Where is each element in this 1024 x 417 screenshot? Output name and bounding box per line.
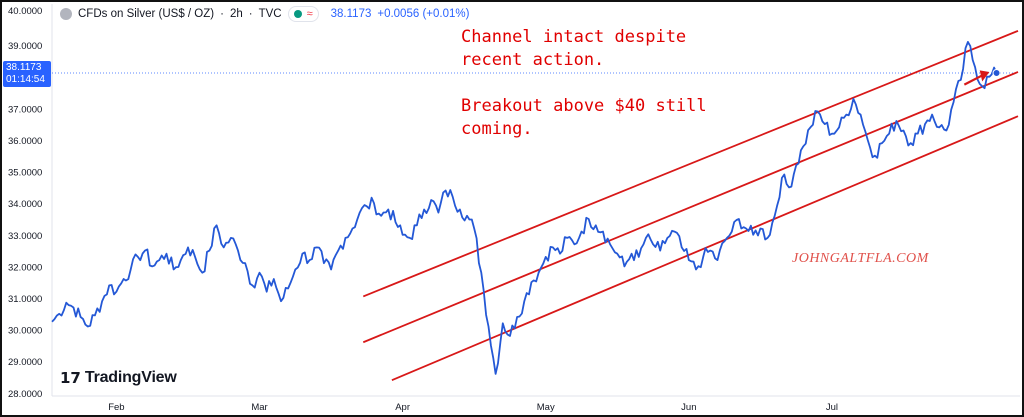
- x-tick-label: Feb: [108, 402, 124, 413]
- x-tick-label: Mar: [251, 402, 267, 413]
- channel-line: [362, 71, 1019, 344]
- price-tag-countdown: 01:14:54: [6, 74, 45, 85]
- price-series-line: [51, 41, 998, 375]
- y-tick-label: 35.0000: [8, 168, 42, 179]
- y-tick-label: 31.0000: [8, 294, 42, 305]
- x-tick-label: Jul: [826, 402, 838, 413]
- price-tag-value: 38.1173: [6, 62, 42, 73]
- y-tick-label: 32.0000: [8, 262, 42, 273]
- y-tick-label: 33.0000: [8, 231, 42, 242]
- annotation-line-4: coming.: [461, 119, 533, 139]
- y-tick-label: 30.0000: [8, 326, 42, 337]
- breakout-arrow-head: [979, 70, 990, 82]
- source-label: TVC: [258, 8, 282, 20]
- y-tick-label: 37.0000: [8, 104, 42, 115]
- y-tick-label: 34.0000: [8, 199, 42, 210]
- x-tick-label: Jun: [681, 402, 696, 413]
- tradingview-wordmark: TradingView: [84, 369, 177, 386]
- annotation-line-1: Channel intact despite: [461, 27, 687, 47]
- watermark-text: JOHNGALTFLA.COM: [792, 251, 929, 266]
- market-status-pill[interactable]: ≈: [287, 6, 319, 22]
- y-tick-label: 29.0000: [8, 357, 42, 368]
- last-price: 38.1173: [330, 8, 372, 20]
- current-price-tag: 38.1173 01:14:54: [3, 61, 51, 87]
- wave-icon: ≈: [306, 8, 313, 20]
- header-separator: ·: [248, 8, 253, 20]
- interval-label[interactable]: 2h: [229, 8, 243, 20]
- last-price-marker: [992, 69, 1001, 78]
- annotation-line-3: Breakout above $40 still: [461, 96, 707, 116]
- symbol-icon: [60, 8, 72, 20]
- header-separator: ·: [220, 8, 224, 20]
- y-tick-label: 40.0000: [8, 6, 42, 17]
- x-tick-label: Apr: [395, 402, 410, 413]
- y-tick-label: 36.0000: [8, 136, 42, 147]
- channel-line: [362, 30, 1019, 298]
- y-tick-label: 28.0000: [8, 389, 42, 400]
- market-open-dot-icon: [293, 10, 302, 18]
- price-change: +0.0056 (+0.01%): [377, 8, 470, 20]
- y-tick-label: 39.0000: [8, 41, 42, 52]
- x-tick-label: May: [537, 402, 555, 413]
- annotation-line-2: recent action.: [461, 50, 605, 70]
- chart-header: CFDs on Silver (US$ / OZ) · 2h · TVC ≈ 3…: [60, 4, 469, 24]
- tradingview-logo[interactable]: 17 TradingView: [60, 369, 177, 387]
- symbol-title[interactable]: CFDs on Silver (US$ / OZ): [78, 8, 215, 20]
- tradingview-mark-icon: 17: [60, 369, 81, 387]
